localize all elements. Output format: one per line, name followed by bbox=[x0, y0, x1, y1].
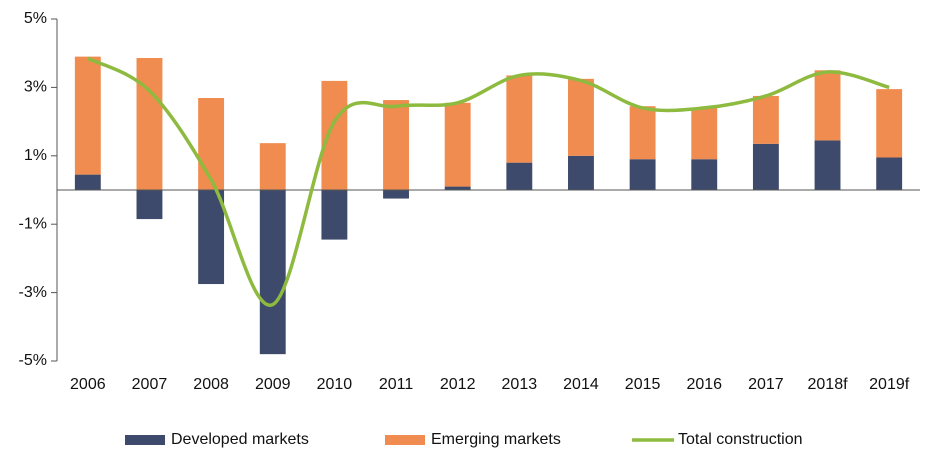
x-tick-label: 2014 bbox=[563, 376, 599, 393]
bar bbox=[814, 140, 841, 190]
legend-label: Emerging markets bbox=[431, 431, 561, 448]
y-tick-label: -5% bbox=[19, 352, 47, 369]
legend-swatch bbox=[125, 435, 165, 445]
bar bbox=[136, 57, 163, 190]
legend-swatch bbox=[385, 435, 425, 445]
x-tick-label: 2013 bbox=[502, 376, 538, 393]
legend-label: Total construction bbox=[678, 431, 803, 448]
line bbox=[87, 56, 890, 307]
bar bbox=[691, 107, 718, 160]
bar bbox=[136, 190, 163, 220]
bar bbox=[198, 190, 225, 285]
bar bbox=[752, 95, 779, 144]
x-tick-label: 2008 bbox=[193, 376, 229, 393]
bar bbox=[198, 98, 225, 190]
bar bbox=[444, 102, 471, 187]
y-tick-label: -3% bbox=[19, 284, 47, 301]
bar bbox=[259, 190, 286, 355]
legend-label: Developed markets bbox=[171, 431, 309, 448]
x-tick-label: 2006 bbox=[70, 376, 106, 393]
bar bbox=[876, 157, 903, 190]
x-tick-label: 2017 bbox=[748, 376, 784, 393]
bar bbox=[259, 143, 286, 190]
bar bbox=[506, 162, 533, 190]
x-tick-label: 2019f bbox=[869, 376, 910, 393]
bar bbox=[74, 174, 101, 190]
bar bbox=[383, 190, 409, 199]
bar bbox=[814, 70, 841, 141]
x-tick-label: 2007 bbox=[132, 376, 168, 393]
bar bbox=[691, 159, 718, 190]
y-tick-label: 1% bbox=[24, 147, 47, 164]
bar bbox=[321, 190, 348, 240]
x-tick-label: 2018f bbox=[808, 376, 849, 393]
y-tick-label: 5% bbox=[24, 10, 47, 27]
x-tick-label: 2012 bbox=[440, 376, 476, 393]
y-tick-label: 3% bbox=[24, 79, 47, 96]
bar bbox=[876, 89, 903, 158]
x-tick-label: 2009 bbox=[255, 376, 291, 393]
x-tick-label: 2010 bbox=[317, 376, 353, 393]
bar bbox=[629, 106, 656, 160]
bar bbox=[383, 100, 409, 190]
bar bbox=[321, 80, 348, 190]
bar bbox=[568, 78, 594, 156]
bar bbox=[74, 56, 101, 175]
x-tick-label: 2011 bbox=[379, 376, 414, 393]
bar bbox=[506, 75, 533, 163]
bar bbox=[629, 159, 656, 190]
bar bbox=[568, 155, 594, 190]
bar bbox=[752, 143, 779, 190]
x-tick-label: 2015 bbox=[625, 376, 661, 393]
bar bbox=[444, 186, 471, 190]
x-tick-label: 2016 bbox=[686, 376, 722, 393]
y-tick-label: -1% bbox=[19, 215, 47, 232]
